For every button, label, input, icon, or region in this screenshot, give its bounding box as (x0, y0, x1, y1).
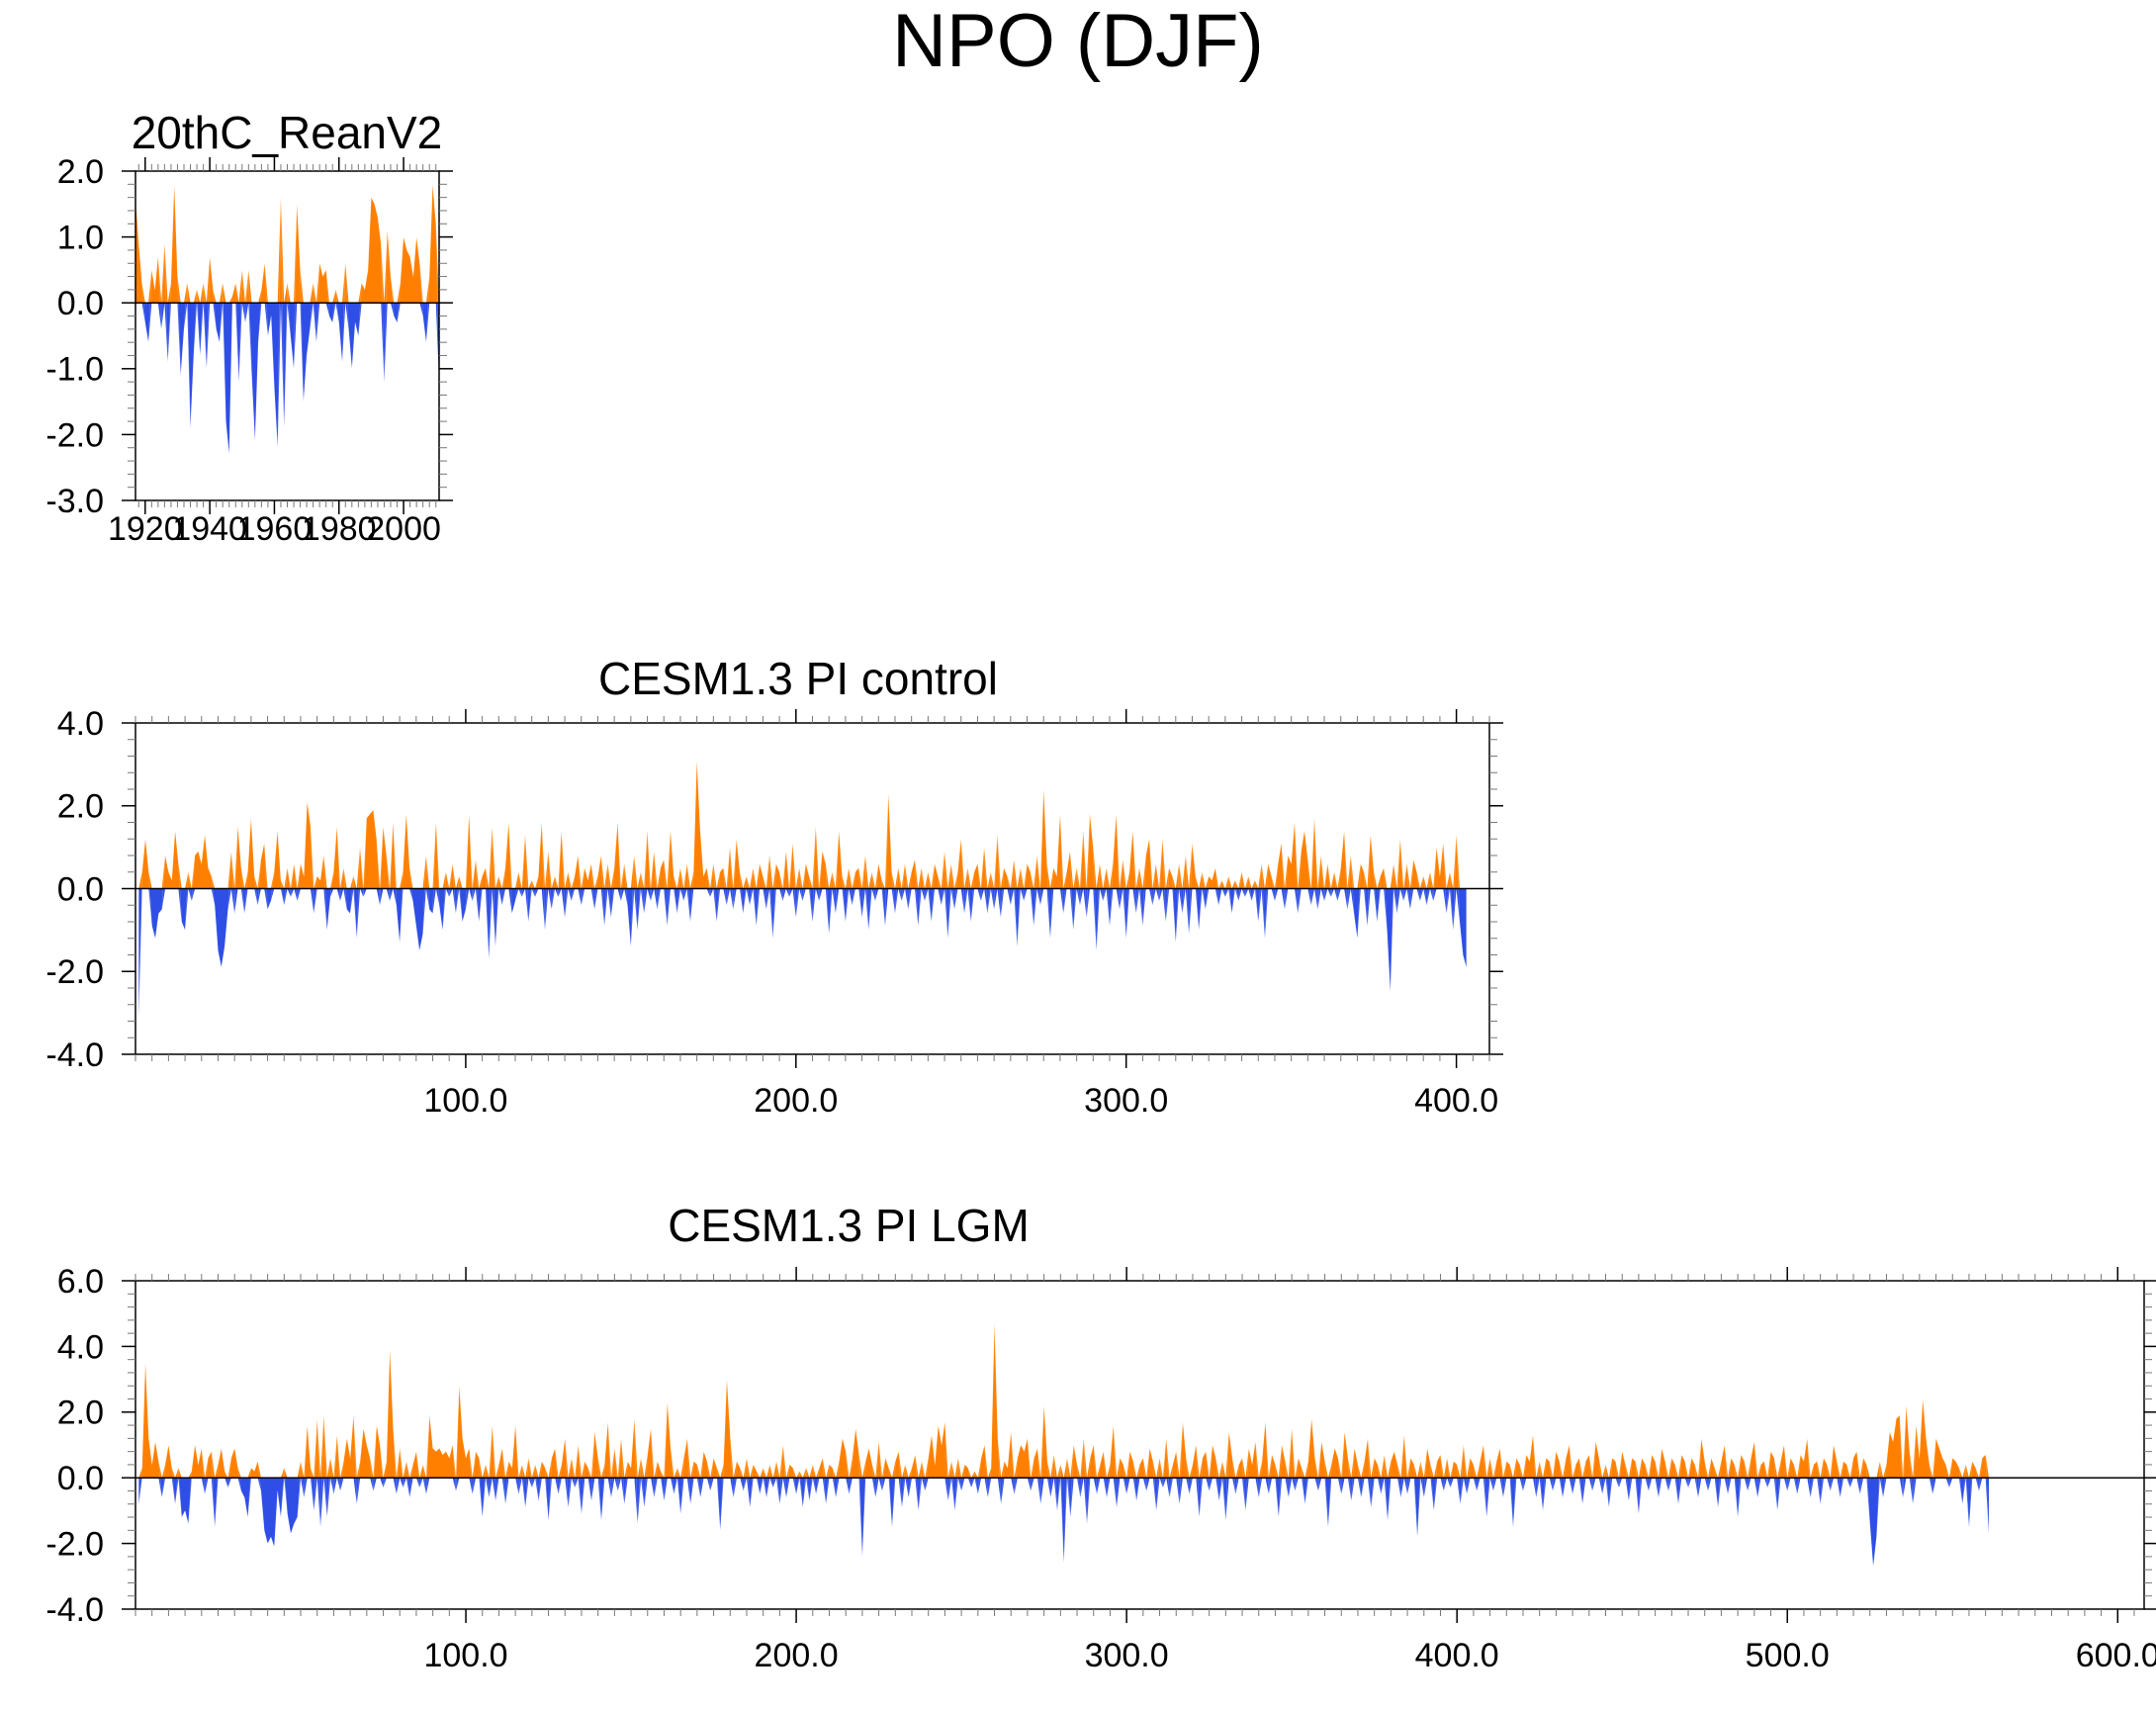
y-tick-label: 0.0 (57, 285, 104, 322)
series-line (138, 1323, 1990, 1567)
x-tick-label: 300.0 (1084, 1082, 1168, 1120)
plot-frame (135, 1280, 2145, 1610)
positive-area-series (135, 184, 439, 304)
positive-area-series (138, 760, 1467, 889)
y-tick-label: 0.0 (57, 870, 104, 908)
y-tick-label: -4.0 (45, 1591, 104, 1629)
y-tick-label: 0.0 (57, 1460, 104, 1497)
chart-title: 20thC_ReanV2 (132, 107, 443, 158)
y-tick-label: 2.0 (57, 788, 104, 826)
x-tick-label: 2000 (366, 510, 441, 548)
figure-title: NPO (DJF) (892, 0, 1264, 83)
negative-area-series (138, 1478, 1990, 1567)
x-tick-label: 200.0 (754, 1082, 838, 1120)
x-tick-label: 100.0 (423, 1637, 507, 1674)
y-tick-label: -3.0 (45, 483, 104, 520)
series-line (138, 760, 1467, 1018)
x-tick-label: 600.0 (2076, 1637, 2156, 1674)
y-tick-label: -4.0 (45, 1036, 104, 1074)
negative-area-series (135, 303, 439, 455)
positive-area-series (138, 1323, 1990, 1479)
x-tick-label: 1940 (172, 510, 247, 548)
x-tick-label: 100.0 (423, 1082, 507, 1120)
x-tick-label: 1960 (237, 510, 313, 548)
chart-title: CESM1.3 PI control (598, 653, 998, 704)
y-tick-label: -2.0 (45, 1526, 104, 1564)
x-tick-label: 400.0 (1414, 1082, 1498, 1120)
y-tick-label: -1.0 (45, 351, 104, 389)
y-tick-label: 2.0 (57, 153, 104, 191)
x-tick-label: 500.0 (1746, 1637, 1830, 1674)
y-tick-label: 2.0 (57, 1395, 104, 1432)
y-tick-label: 4.0 (57, 1328, 104, 1366)
y-tick-label: 6.0 (57, 1263, 104, 1301)
x-tick-label: 200.0 (755, 1637, 839, 1674)
y-tick-label: 4.0 (57, 705, 104, 743)
x-tick-label: 1980 (302, 510, 377, 548)
y-tick-label: -2.0 (45, 953, 104, 991)
x-tick-label: 1920 (108, 510, 183, 548)
chart-title: CESM1.3 PI LGM (668, 1200, 1030, 1251)
x-tick-label: 300.0 (1085, 1637, 1169, 1674)
y-tick-label: 1.0 (57, 220, 104, 257)
series-line (135, 184, 440, 455)
x-tick-label: 400.0 (1415, 1637, 1499, 1674)
y-tick-label: -2.0 (45, 416, 104, 454)
